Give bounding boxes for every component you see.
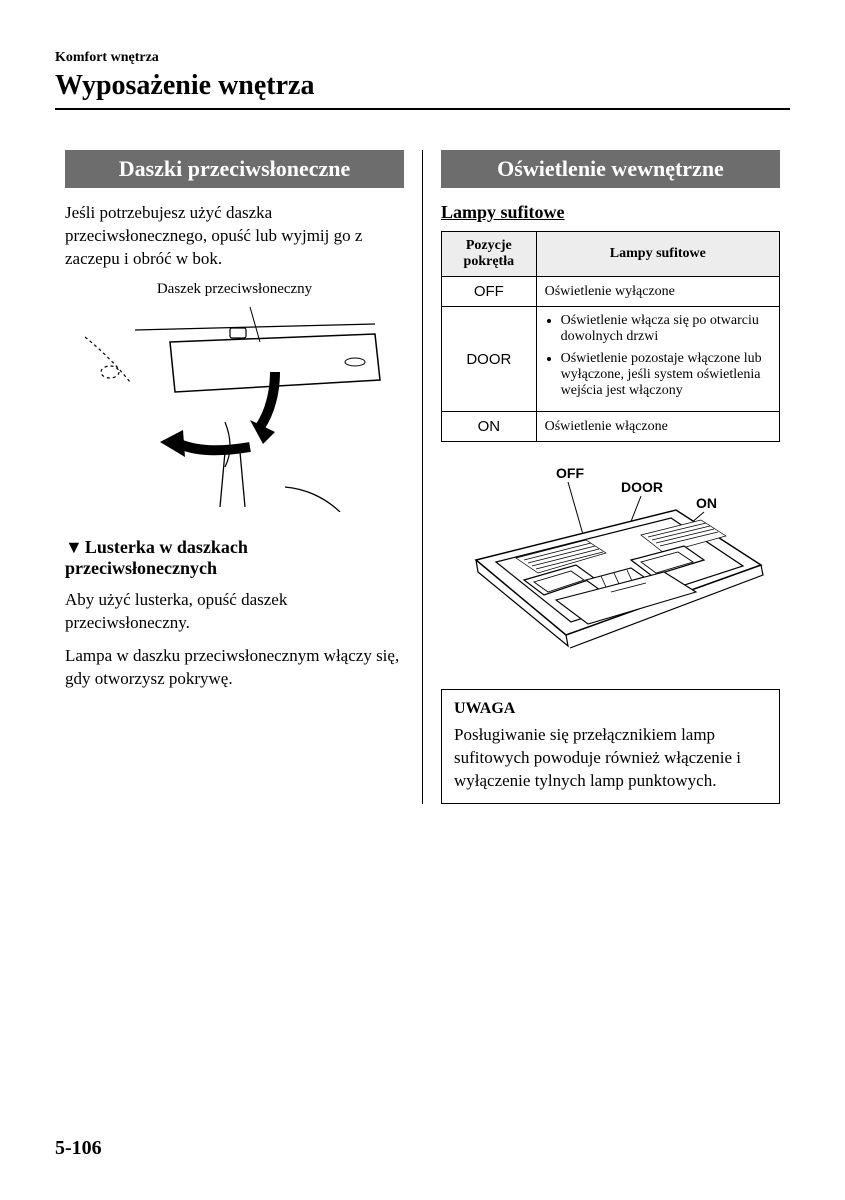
page-title: Wyposażenie wnętrza — [55, 70, 790, 110]
sunvisor-diagram: Daszek przeciwsłoneczny — [65, 281, 404, 517]
note-text: Posługiwanie się przełącznikiem lamp suf… — [454, 724, 767, 793]
overhead-console-diagram: OFF DOOR ON — [441, 460, 780, 665]
desc-on: Oświetlenie włączone — [536, 412, 779, 442]
breadcrumb: Komfort wnętrza — [55, 50, 790, 66]
label-on: ON — [696, 495, 717, 511]
label-door: DOOR — [621, 479, 663, 495]
table-title: Lampy sufitowe — [441, 202, 780, 223]
pos-on: ON — [442, 412, 537, 442]
desc-door: Oświetlenie włącza się po otwarciu dowol… — [536, 307, 779, 412]
left-column: Daszki przeciwsłoneczne Jeśli potrzebuje… — [55, 150, 423, 804]
mirror-subsection-title: ▼Lusterka w daszkach przeciwsłonecznych — [65, 537, 404, 579]
lamp-table: Pozycje pokrętła Lampy sufitowe OFF Oświ… — [441, 231, 780, 442]
door-bullet-2: Oświetlenie pozostaje włączone lub wyłąc… — [561, 351, 771, 399]
right-section-title: Oświetlenie wewnętrzne — [441, 150, 780, 188]
left-section-title: Daszki przeciwsłoneczne — [65, 150, 404, 188]
table-row: ON Oświetlenie włączone — [442, 412, 780, 442]
right-column: Oświetlenie wewnętrzne Lampy sufitowe Po… — [423, 150, 790, 804]
mirror-subsection-label: Lusterka w daszkach przeciwsłonecznych — [65, 537, 248, 578]
pos-door: DOOR — [442, 307, 537, 412]
sunvisor-illustration — [75, 302, 395, 512]
table-row: DOOR Oświetlenie włącza się po otwarciu … — [442, 307, 780, 412]
mirror-text-2: Lampa w daszku przeciwsłonecznym włączy … — [65, 645, 404, 691]
note-title: UWAGA — [454, 700, 767, 718]
triangle-icon: ▼ — [65, 537, 83, 558]
overhead-console-illustration: OFF DOOR ON — [446, 460, 776, 660]
table-row: OFF Oświetlenie wyłączone — [442, 277, 780, 307]
pos-off: OFF — [442, 277, 537, 307]
mirror-text-1: Aby użyć lusterka, opuść daszek przeciws… — [65, 589, 404, 635]
sunvisor-caption: Daszek przeciwsłoneczny — [65, 281, 404, 298]
sunvisor-intro: Jeśli potrzebujesz użyć daszka przeciwsł… — [65, 202, 404, 271]
note-box: UWAGA Posługiwanie się przełącznikiem la… — [441, 689, 780, 804]
label-off: OFF — [556, 465, 584, 481]
desc-off: Oświetlenie wyłączone — [536, 277, 779, 307]
col2-header: Lampy sufitowe — [536, 232, 779, 277]
door-bullet-1: Oświetlenie włącza się po otwarciu dowol… — [561, 313, 771, 345]
page-number: 5-106 — [55, 1137, 102, 1160]
col1-header: Pozycje pokrętła — [442, 232, 537, 277]
